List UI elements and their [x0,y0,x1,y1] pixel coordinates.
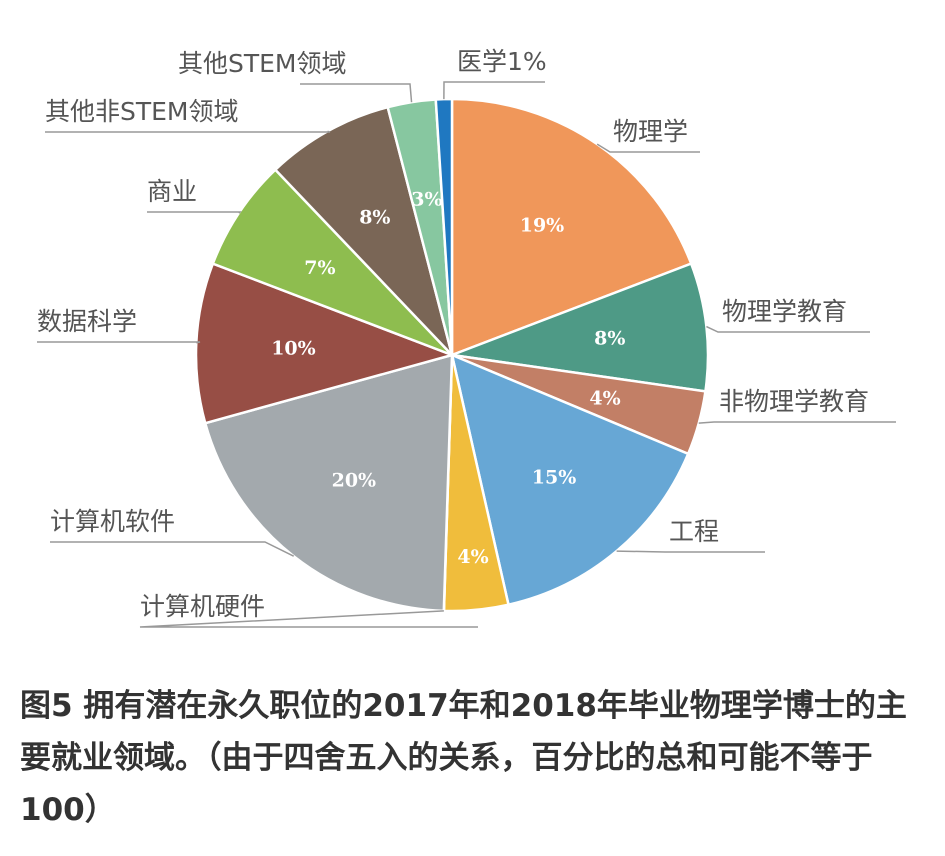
percent-label: 4% [457,546,488,568]
category-label: 医学1% [457,47,547,76]
category-label: 计算机软件 [50,507,175,536]
leader-line [50,541,295,557]
category-label: 商业 [147,177,197,206]
category-label: 物理学教育 [722,297,847,326]
percent-label: 20% [332,470,377,492]
leader-line [596,143,700,153]
pie-slice [203,353,454,613]
percent-labels: 19% 8% 4% 15% 4% 20% 10% 7% 8% 3% [271,188,625,568]
pie-slice [450,352,690,607]
percent-label: 8% [594,327,625,349]
leader-line [139,610,478,628]
category-label: 其他非STEM领域 [45,97,239,126]
leader-line [45,130,331,133]
pie-slices [194,97,710,613]
percent-label: 3% [411,188,442,210]
leader-lines [37,81,896,628]
category-label: 计算机硬件 [140,592,265,621]
percent-label: 10% [271,337,316,359]
leader-line [147,211,242,214]
leader-line [706,325,870,333]
percent-label: 15% [532,467,577,489]
category-label: 非物理学教育 [719,387,869,416]
category-label: 工程 [669,517,719,546]
figure-caption: 图5 拥有潜在永久职位的2017年和2018年毕业物理学博士的主要就业领域。（由… [20,688,907,828]
leader-line [37,341,201,344]
category-label: 物理学 [613,117,688,146]
percent-label: 8% [359,206,390,228]
percent-label: 7% [304,257,335,279]
category-label: 数据科学 [37,307,137,336]
percent-label: 4% [589,387,620,409]
pie-chart: 19% 8% 4% 15% 4% 20% 10% 7% 8% 3% 物理学物理学教育非物理学教育工… [37,47,896,628]
percent-label: 19% [520,214,565,236]
leader-line [616,550,765,553]
leader-line [698,421,896,424]
leader-line [443,81,545,100]
category-label: 其他STEM领域 [178,49,347,78]
leader-line [300,83,413,103]
